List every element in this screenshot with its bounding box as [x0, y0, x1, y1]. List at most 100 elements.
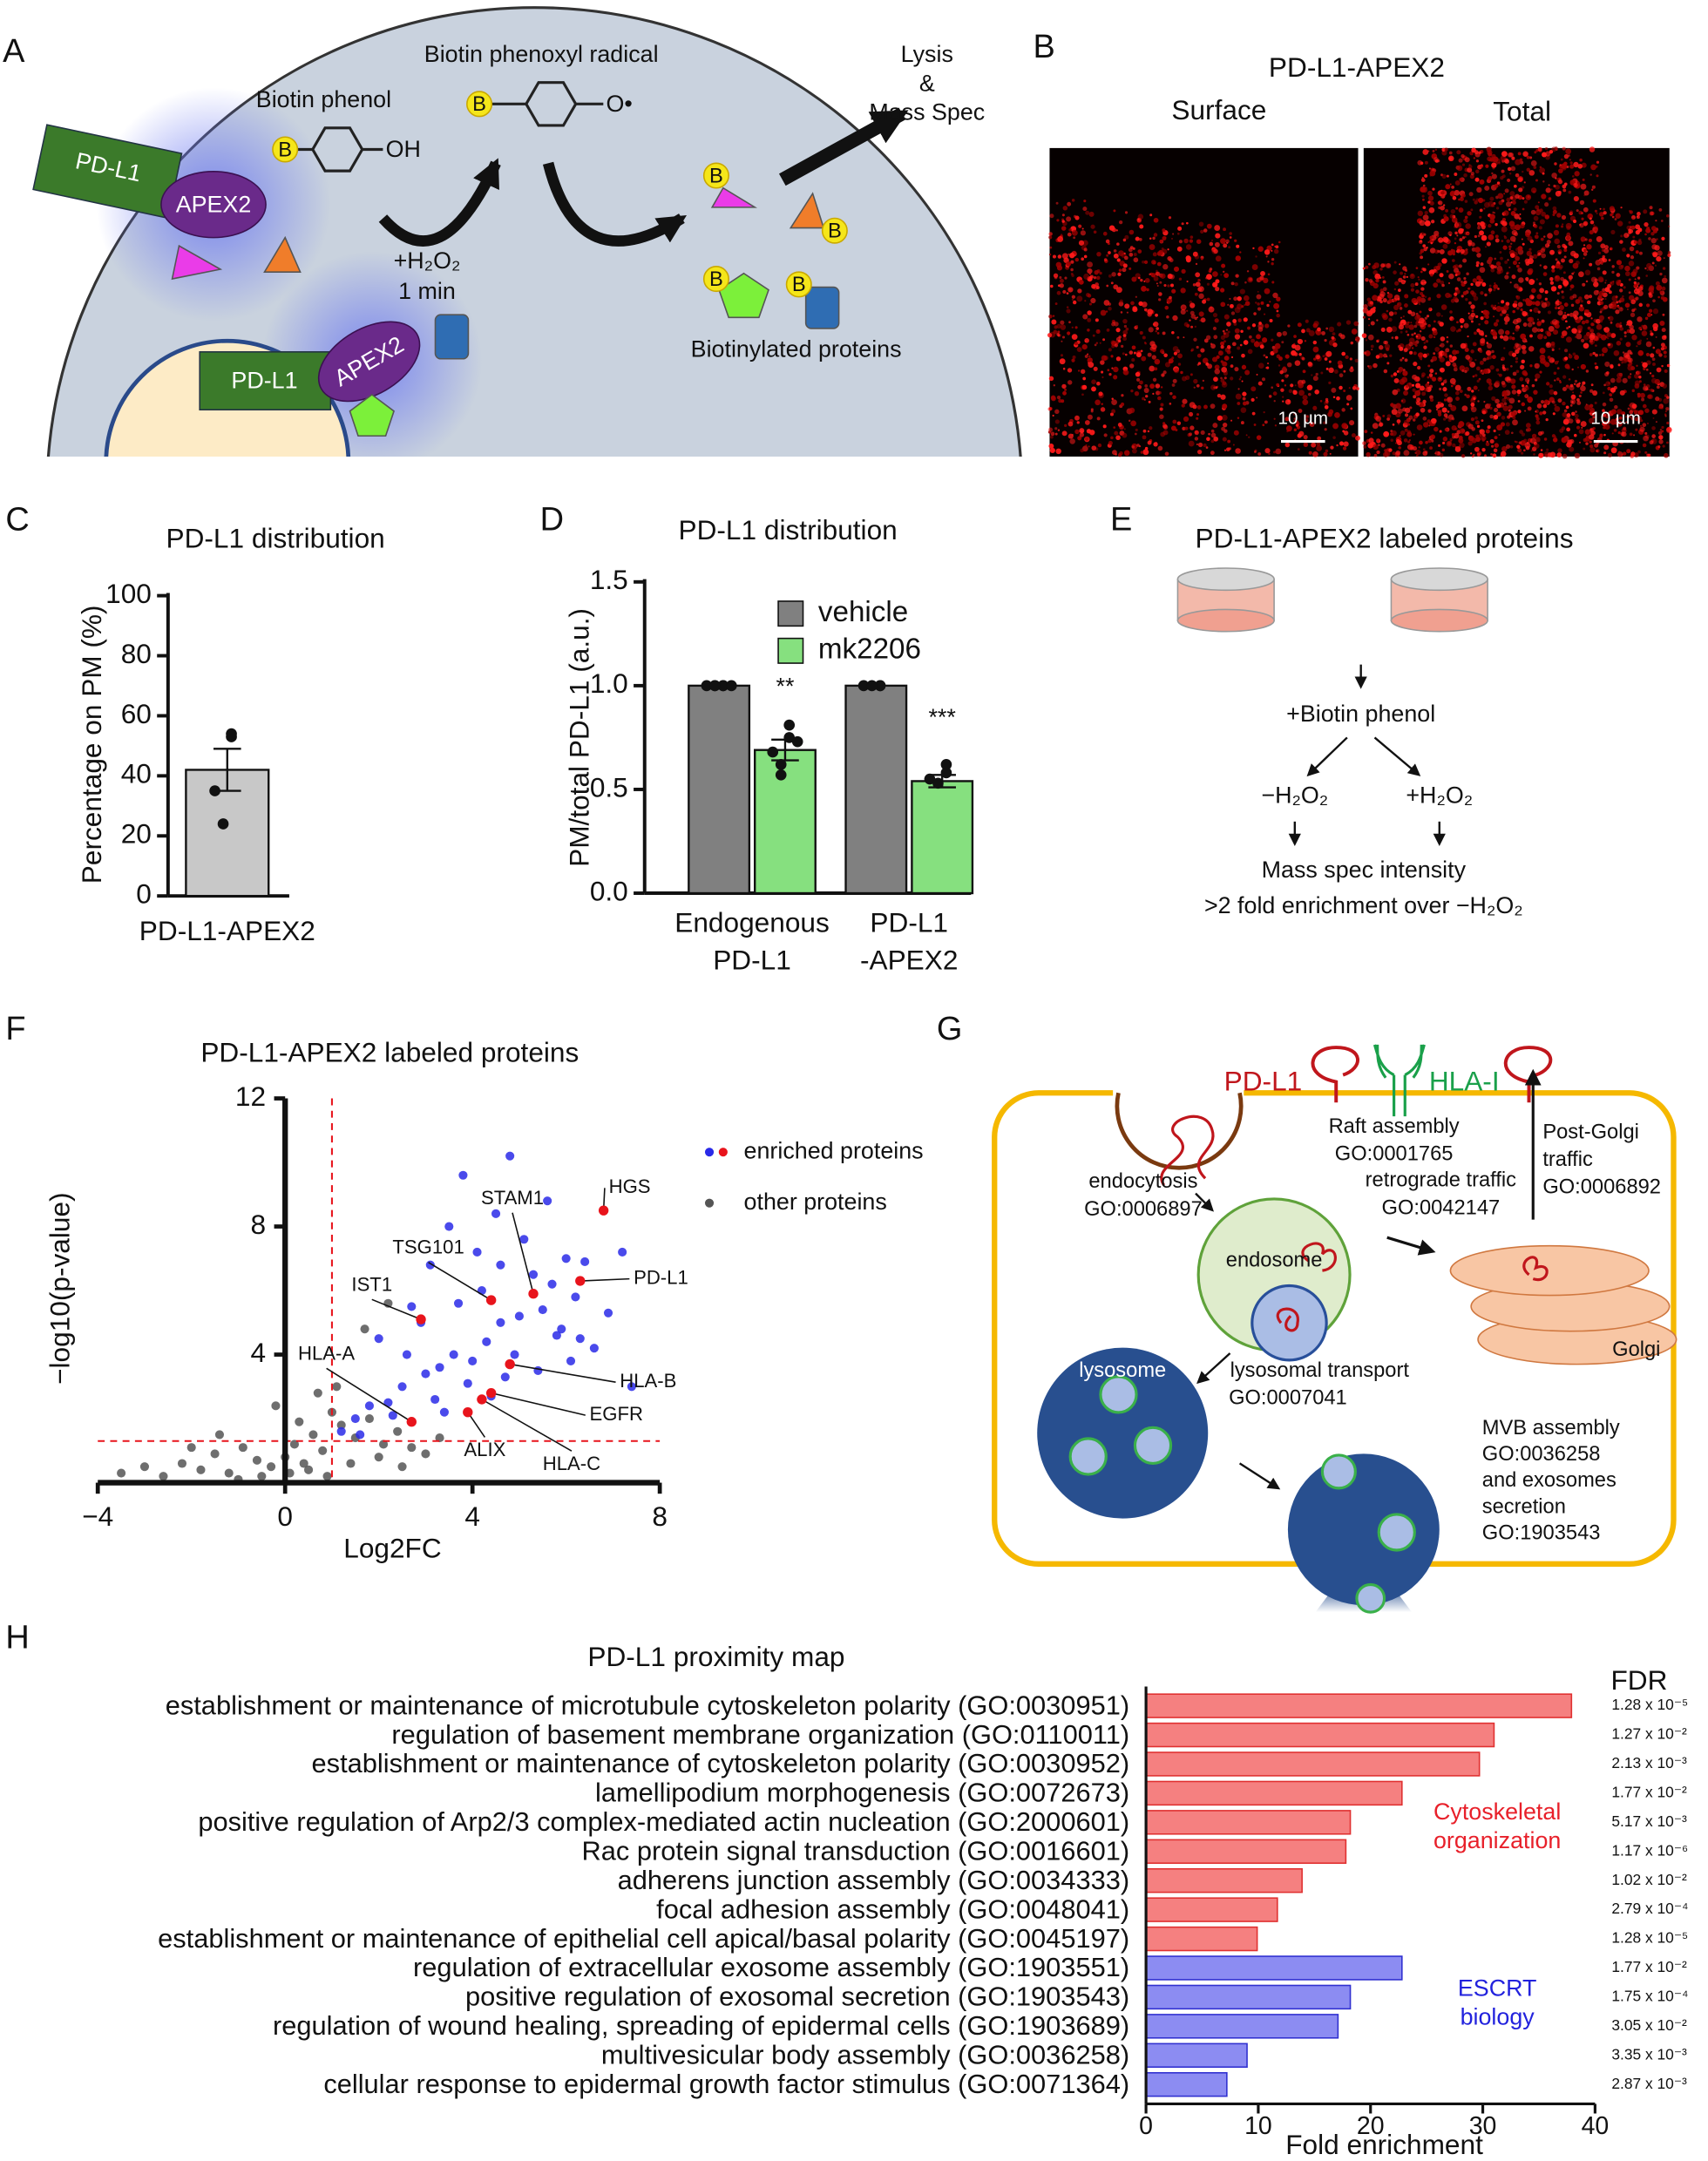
fluorescence-speck — [1612, 281, 1614, 282]
panel-e-part — [1374, 737, 1419, 775]
fluorescence-speck — [1180, 288, 1185, 293]
fluorescence-speck — [1650, 440, 1654, 444]
fluorescence-speck — [1455, 207, 1458, 210]
fluorescence-speck — [1064, 424, 1067, 427]
fluorescence-speck — [1212, 271, 1218, 277]
fluorescence-speck — [1114, 254, 1119, 259]
fluorescence-speck — [1477, 380, 1480, 383]
fluorescence-speck — [1096, 382, 1101, 386]
fluorescence-speck — [1210, 242, 1214, 247]
fluorescence-speck — [1186, 244, 1191, 249]
fluorescence-speck — [1068, 233, 1072, 237]
fluorescence-speck — [1610, 322, 1613, 324]
fluorescence-speck — [1376, 438, 1379, 442]
fluorescence-speck — [1210, 343, 1216, 349]
fluorescence-speck — [1158, 292, 1162, 296]
fluorescence-speck — [1128, 268, 1131, 270]
fluorescence-speck — [1658, 435, 1663, 439]
panel-a-diagram-part — [806, 288, 839, 329]
fluorescence-speck — [1210, 268, 1213, 271]
fluorescence-speck — [1589, 239, 1592, 242]
fluorescence-speck — [1440, 238, 1442, 240]
fluorescence-speck — [1474, 417, 1478, 420]
fluorescence-speck — [1452, 259, 1455, 262]
fluorescence-speck — [1533, 453, 1535, 456]
fluorescence-speck — [1528, 407, 1532, 411]
fluorescence-speck — [1266, 367, 1269, 369]
fluorescence-speck — [1108, 274, 1112, 278]
fluorescence-speck — [1648, 292, 1651, 295]
fluorescence-speck — [1313, 321, 1318, 326]
fluorescence-speck — [1202, 300, 1206, 304]
fluorescence-speck — [1295, 384, 1297, 386]
fluorescence-speck — [1529, 255, 1534, 260]
fluorescence-speck — [1066, 308, 1070, 313]
fluorescence-speck — [1655, 379, 1660, 384]
fluorescence-speck — [1152, 393, 1154, 395]
fluorescence-speck — [1491, 173, 1493, 174]
fluorescence-speck — [1427, 298, 1431, 301]
fluorescence-speck — [1554, 162, 1556, 165]
fluorescence-speck — [1652, 362, 1656, 366]
fluorescence-speck — [1556, 452, 1562, 457]
fluorescence-speck — [1431, 220, 1434, 223]
fluorescence-speck — [1402, 370, 1407, 376]
fluorescence-speck — [1190, 373, 1193, 376]
fluorescence-speck — [1531, 210, 1536, 215]
data-point — [562, 1254, 571, 1263]
fluorescence-speck — [1629, 404, 1630, 406]
fluorescence-speck — [1463, 291, 1467, 295]
fluorescence-speck — [1657, 368, 1662, 373]
fluorescence-speck — [1119, 300, 1122, 303]
fluorescence-speck — [1605, 298, 1607, 300]
fluorescence-speck — [1398, 288, 1401, 292]
fluorescence-speck — [1583, 179, 1585, 181]
fluorescence-speck — [1135, 391, 1139, 396]
fluorescence-speck — [1625, 342, 1630, 347]
fluorescence-speck — [1512, 337, 1515, 341]
fluorescence-speck — [1490, 365, 1494, 369]
fluorescence-speck — [1573, 399, 1576, 402]
fluorescence-speck — [1264, 411, 1265, 413]
y-tick-label: 80 — [121, 638, 152, 669]
fluorescence-speck — [1285, 355, 1290, 359]
fluorescence-speck — [1113, 426, 1115, 429]
fluorescence-speck — [1069, 253, 1074, 258]
fluorescence-speck — [1519, 377, 1523, 382]
fluorescence-speck — [1644, 432, 1647, 435]
fluorescence-speck — [1429, 446, 1433, 450]
fluorescence-speck — [1355, 359, 1359, 362]
fluorescence-speck — [1169, 403, 1172, 405]
fluorescence-speck — [1197, 354, 1202, 358]
fluorescence-speck — [1386, 310, 1389, 313]
fluorescence-speck — [1157, 396, 1161, 400]
fluorescence-speck — [1262, 423, 1264, 426]
fluorescence-speck — [1504, 274, 1508, 279]
fluorescence-speck — [1488, 425, 1491, 429]
fluorescence-speck — [1341, 408, 1345, 411]
fluorescence-speck — [1244, 295, 1250, 301]
fluorescence-speck — [1597, 262, 1599, 264]
fluorescence-speck — [1623, 451, 1626, 455]
fluorescence-speck — [1390, 438, 1393, 441]
x-tick-label: -APEX2 — [860, 944, 958, 975]
fluorescence-speck — [1454, 173, 1457, 176]
fluorescence-speck — [1236, 394, 1242, 400]
fluorescence-speck — [1543, 404, 1547, 408]
fluorescence-speck — [1595, 344, 1597, 347]
fluorescence-speck — [1455, 274, 1458, 276]
fluorescence-speck — [1162, 247, 1164, 250]
fluorescence-speck — [1193, 379, 1197, 383]
fluorescence-speck — [1084, 338, 1089, 343]
data-point — [375, 1334, 383, 1343]
fluorescence-speck — [1599, 435, 1603, 438]
fluorescence-speck — [1574, 315, 1578, 320]
fluorescence-speck — [1514, 304, 1515, 306]
fluorescence-speck — [1305, 320, 1309, 323]
fluorescence-speck — [1368, 318, 1370, 320]
fluorescence-speck — [1611, 447, 1617, 453]
fluorescence-speck — [1551, 265, 1556, 269]
fluorescence-speck — [1447, 270, 1449, 273]
data-point — [482, 1338, 491, 1346]
fluorescence-speck — [1182, 399, 1187, 404]
